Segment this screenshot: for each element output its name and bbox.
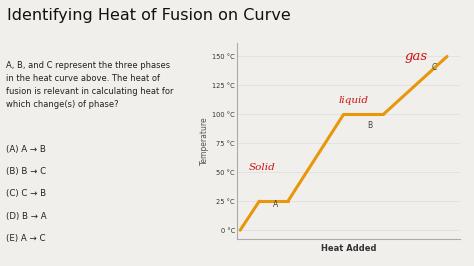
Text: (B) B → C: (B) B → C — [6, 168, 46, 176]
Text: (A) A → B: (A) A → B — [6, 146, 46, 155]
X-axis label: Heat Added: Heat Added — [320, 244, 376, 252]
Text: (E) A → C: (E) A → C — [6, 234, 45, 243]
Text: gas: gas — [404, 50, 427, 63]
Text: Solid: Solid — [249, 163, 276, 172]
Text: liquid: liquid — [339, 96, 369, 105]
Text: B: B — [367, 121, 373, 130]
Y-axis label: Temperature: Temperature — [201, 117, 210, 165]
Text: C: C — [431, 63, 437, 72]
Text: A, B, and C represent the three phases
in the heat curve above. The heat of
fusi: A, B, and C represent the three phases i… — [6, 61, 173, 109]
Text: (D) B → A: (D) B → A — [6, 211, 46, 221]
Text: Identifying Heat of Fusion on Curve: Identifying Heat of Fusion on Curve — [7, 8, 291, 23]
Text: (C) C → B: (C) C → B — [6, 189, 46, 198]
Text: A: A — [273, 200, 278, 209]
